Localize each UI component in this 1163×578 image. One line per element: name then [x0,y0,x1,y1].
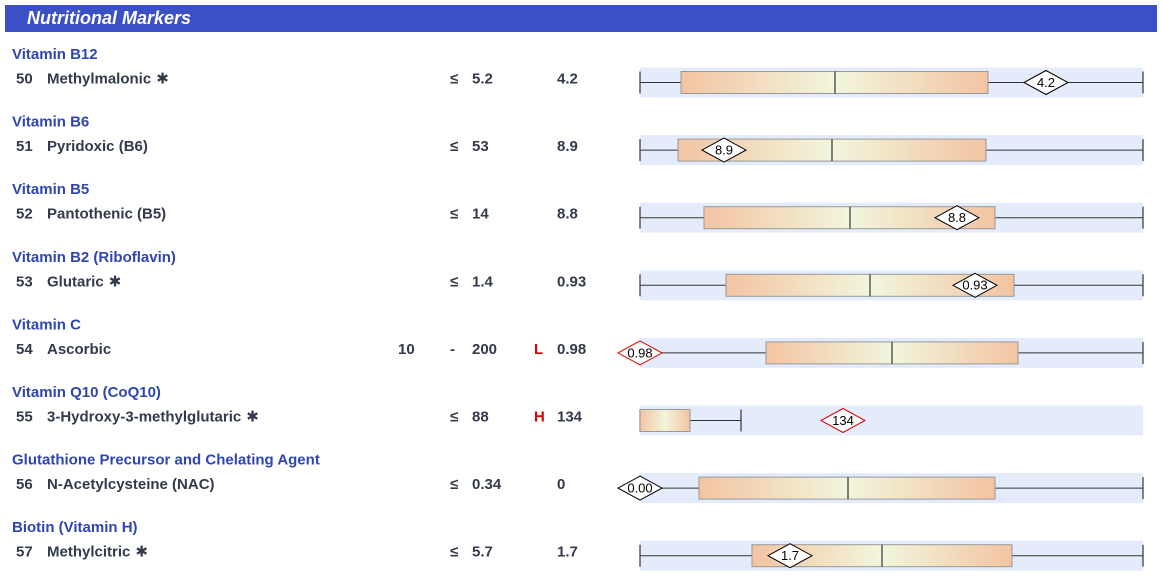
range-high: 0.34 [472,476,502,493]
range-high: 1.4 [472,273,494,290]
flag: H [534,408,545,425]
range-high: 88 [472,408,489,425]
test-number: 55 [16,408,33,425]
result-value: 134 [557,408,583,425]
result-marker-label: 8.9 [715,143,733,158]
test-number: 53 [16,273,33,290]
test-name: Pyridoxic (B6) [47,138,148,155]
range-sign: ≤ [450,408,458,425]
range-high: 14 [472,206,489,223]
range-sign: ≤ [450,544,458,561]
result-marker-label: 8.8 [948,210,966,225]
test-name: N-Acetylcysteine (NAC) [47,476,215,493]
range-sign: ≤ [450,476,458,493]
result-diamond [951,272,999,298]
range-sign: ≤ [450,273,458,290]
range-sign: ≤ [450,206,458,223]
flag: L [534,341,543,358]
test-number: 54 [16,341,33,358]
range-high: 5.7 [472,544,493,561]
result-diamond [616,340,664,366]
result-value: 8.9 [557,138,578,155]
result-diamond [933,205,981,231]
test-name: Methylmalonic [47,70,151,87]
range-sign: ≤ [450,138,458,155]
note-mark: ✱ [246,408,259,425]
result-value: 4.2 [557,70,578,87]
group-title: Vitamin B12 [12,46,98,63]
result-marker-label: 0.93 [962,278,987,293]
test-name: Ascorbic [47,341,111,358]
result-diamond [766,543,814,569]
result-value: 1.7 [557,544,578,561]
test-number: 52 [16,206,33,223]
result-marker-label: 1.7 [781,548,799,563]
result-diamond [1022,69,1070,96]
group-title: Vitamin B6 [12,114,89,131]
header-title: Nutritional Markers [27,8,191,28]
result-value: 0 [557,476,565,493]
group-title: Vitamin Q10 (CoQ10) [12,384,161,401]
test-name: 3-Hydroxy-3-methylglutaric [47,408,241,425]
range-sign: ≤ [450,70,458,87]
test-number: 57 [16,544,33,561]
result-marker-label: 4.2 [1037,75,1055,90]
reference-box [698,476,996,500]
range-high: 53 [472,138,489,155]
range-high: 5.2 [472,70,493,87]
range-sign: - [450,341,455,358]
note-mark: ✱ [135,544,148,561]
result-diamond [819,407,867,434]
result-diamond [700,137,748,163]
note-mark: ✱ [156,70,169,87]
test-name: Methylcitric [47,544,130,561]
range-high: 200 [472,341,497,358]
test-number: 50 [16,70,33,87]
group-title: Glutathione Precursor and Chelating Agen… [12,452,320,469]
test-name: Pantothenic (B5) [47,206,166,223]
result-marker-label: 134 [832,413,854,428]
result-marker-label: 0.00 [627,481,652,496]
test-name: Glutaric [47,273,104,290]
reference-box [639,409,691,432]
result-marker-label: 0.98 [627,345,652,360]
result-value: 0.98 [557,341,586,358]
result-value: 0.93 [557,273,586,290]
group-title: Vitamin C [12,316,81,333]
result-value: 8.8 [557,206,578,223]
note-mark: ✱ [109,273,122,290]
range-low: 10 [398,341,415,358]
header-bar [5,5,1157,32]
group-title: Biotin (Vitamin H) [12,519,138,536]
group-title: Vitamin B5 [12,181,89,198]
result-diamond [616,475,664,501]
test-number: 51 [16,138,33,155]
test-number: 56 [16,476,33,493]
group-title: Vitamin B2 (Riboflavin) [12,249,176,266]
